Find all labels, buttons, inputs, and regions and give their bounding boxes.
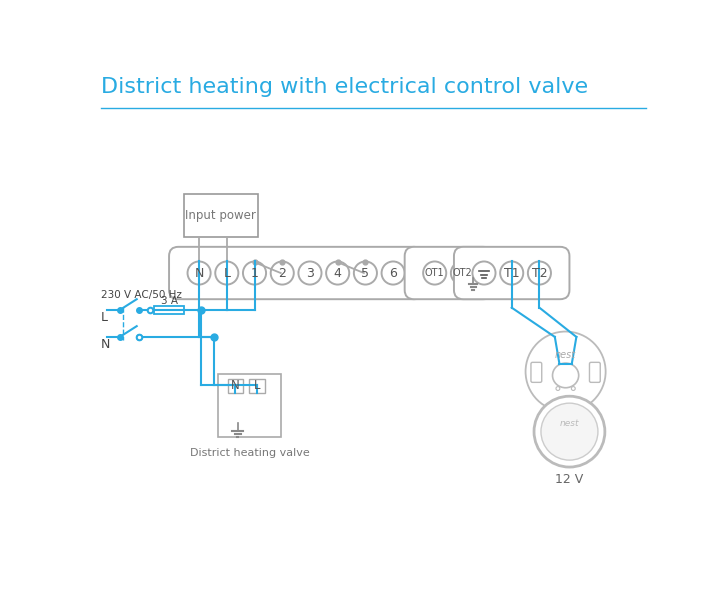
Text: 12 V: 12 V (555, 473, 584, 486)
Circle shape (326, 261, 349, 285)
Circle shape (528, 261, 551, 285)
Text: T2: T2 (531, 267, 547, 280)
Text: L: L (100, 311, 108, 324)
Text: L: L (253, 379, 260, 392)
Text: 3 A: 3 A (161, 296, 178, 306)
Text: N: N (100, 338, 110, 351)
Circle shape (571, 387, 575, 390)
Circle shape (243, 261, 266, 285)
Text: District heating valve: District heating valve (190, 448, 310, 458)
Text: 1: 1 (250, 267, 258, 280)
Circle shape (271, 261, 294, 285)
Circle shape (556, 387, 560, 390)
FancyBboxPatch shape (228, 380, 243, 393)
Text: nest: nest (555, 350, 576, 359)
FancyBboxPatch shape (405, 247, 492, 299)
Text: T1: T1 (504, 267, 520, 280)
FancyBboxPatch shape (531, 362, 542, 383)
Text: N: N (231, 379, 240, 392)
Text: L: L (223, 267, 230, 280)
FancyBboxPatch shape (169, 247, 423, 299)
Circle shape (215, 261, 238, 285)
FancyBboxPatch shape (590, 362, 601, 383)
Circle shape (500, 261, 523, 285)
Text: 230 V AC/50 Hz: 230 V AC/50 Hz (100, 290, 181, 299)
Circle shape (188, 261, 210, 285)
Bar (183, 194, 258, 237)
Circle shape (423, 261, 446, 285)
Text: OT1: OT1 (425, 268, 445, 278)
Circle shape (541, 403, 598, 460)
Text: 4: 4 (333, 267, 341, 280)
FancyBboxPatch shape (249, 380, 264, 393)
Circle shape (451, 261, 474, 285)
Ellipse shape (553, 363, 579, 388)
Text: 2: 2 (278, 267, 286, 280)
Text: 5: 5 (361, 267, 369, 280)
Bar (154, 306, 183, 314)
Text: District heating with electrical control valve: District heating with electrical control… (100, 77, 587, 97)
Circle shape (298, 261, 322, 285)
Circle shape (381, 261, 405, 285)
Circle shape (472, 261, 496, 285)
Text: 3: 3 (306, 267, 314, 280)
Text: 6: 6 (389, 267, 397, 280)
FancyBboxPatch shape (454, 247, 569, 299)
Circle shape (526, 331, 606, 412)
Circle shape (534, 396, 605, 467)
Circle shape (354, 261, 377, 285)
Text: Input power: Input power (185, 209, 256, 222)
FancyBboxPatch shape (557, 404, 574, 416)
Text: nest: nest (560, 419, 579, 428)
Text: N: N (194, 267, 204, 280)
Bar (218, 374, 282, 437)
Text: OT2: OT2 (453, 268, 472, 278)
